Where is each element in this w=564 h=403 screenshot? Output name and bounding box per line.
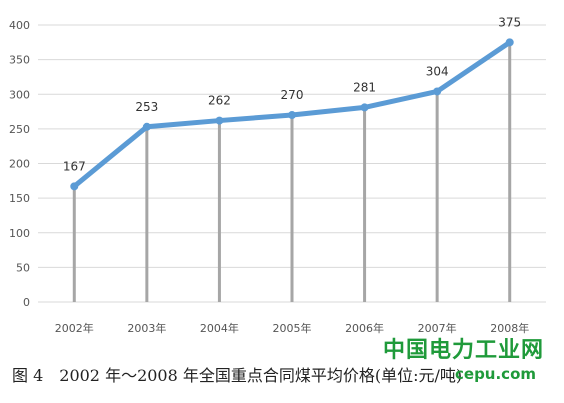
data-label: 270 [281, 88, 304, 102]
x-tick-label: 2007年 [418, 321, 457, 335]
data-point [360, 103, 369, 112]
data-label: 375 [498, 15, 521, 29]
y-tick-label: 0 [23, 296, 30, 309]
data-label: 262 [208, 94, 231, 108]
data-point [142, 122, 151, 131]
data-point [433, 87, 442, 96]
y-tick-label: 200 [9, 158, 30, 171]
figure-caption: 图 4 2002 年～2008 年全国重点合同煤平均价格(单位:元/吨) [12, 366, 463, 385]
data-label: 281 [353, 80, 376, 94]
data-point [215, 116, 224, 125]
y-tick-label: 50 [16, 261, 30, 274]
data-point [70, 182, 79, 191]
x-tick-label: 2005年 [273, 321, 312, 335]
watermark-url: cepu.com [455, 365, 537, 383]
data-label: 253 [135, 100, 158, 114]
data-point [288, 111, 296, 120]
y-tick-label: 100 [9, 227, 30, 240]
y-tick-label: 150 [9, 192, 30, 205]
x-tick-label: 2003年 [127, 321, 166, 335]
data-label: 167 [63, 159, 86, 173]
data-label: 304 [426, 64, 449, 78]
x-tick-label: 2008年 [490, 321, 529, 335]
y-tick-label: 350 [9, 54, 30, 67]
x-tick-label: 2002年 [55, 321, 94, 335]
data-point [505, 38, 514, 47]
y-tick-label: 250 [9, 123, 30, 136]
x-tick-label: 2004年 [200, 321, 239, 335]
watermark-logo: 中国电力工业网 [383, 338, 545, 363]
x-tick-label: 2006年 [345, 321, 384, 335]
y-tick-label: 400 [9, 19, 30, 32]
y-tick-label: 300 [9, 88, 30, 101]
